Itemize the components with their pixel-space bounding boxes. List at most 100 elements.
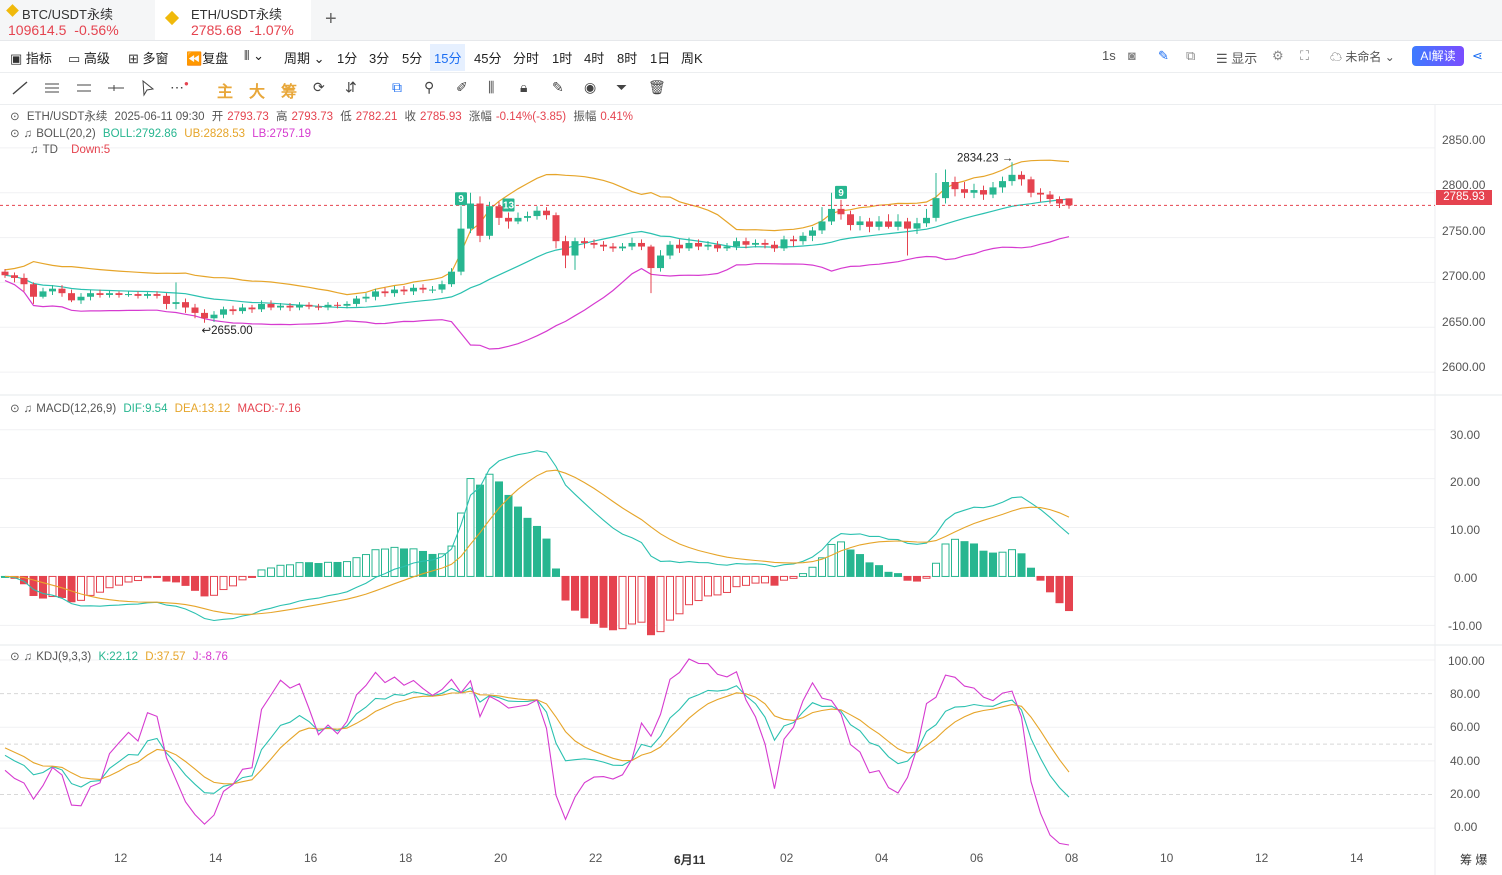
candle-body — [1008, 174, 1016, 182]
collapse-icon[interactable]: ⊙ — [10, 651, 20, 663]
price-tick: 2850.00 — [1442, 133, 1486, 147]
brush-icon[interactable]: ✐ — [456, 79, 468, 95]
interval-3m[interactable]: 3分 — [369, 51, 390, 66]
collapse-icon[interactable]: ⊙ — [10, 111, 20, 123]
refresh-icon[interactable]: ⟳ — [313, 79, 325, 95]
candle-body — [837, 208, 845, 215]
kdj-legend: ⊙ ♫ KDJ(9,3,3) K:22.12 D:37.57 J:-8.76 — [10, 651, 228, 663]
collapse-icon[interactable]: ⊙ — [10, 403, 20, 415]
candle-body — [771, 244, 778, 249]
chevron-down-icon: ⌄ — [253, 48, 264, 63]
legend-datetime: 2025-06-11 09:30 — [114, 111, 205, 123]
fullscreen-icon[interactable]: ⛶ — [1300, 48, 1310, 63]
time-tick: 10 — [1160, 851, 1174, 865]
interval-8h[interactable]: 8时 — [617, 51, 638, 66]
macd-histogram-bar — [191, 575, 199, 591]
interval-1h[interactable]: 1时 — [552, 51, 573, 66]
macd-histogram-bar — [172, 575, 180, 583]
bell-icon[interactable]: ♫ — [23, 128, 33, 140]
macd-histogram-bar — [1027, 567, 1035, 577]
channel-icon[interactable] — [74, 79, 94, 97]
interval-15m[interactable]: 15分 — [430, 44, 466, 71]
main-indicator-button[interactable]: 主 — [217, 84, 234, 101]
speed-label[interactable]: 1s — [1102, 48, 1116, 63]
chart-type-button[interactable]: ⫴ ⌄ — [244, 48, 264, 64]
trend-line-icon[interactable] — [10, 79, 30, 97]
macd-histogram-bar — [362, 554, 370, 577]
legend-amplitude: 0.41% — [600, 111, 633, 123]
edit-icon[interactable]: ✎ — [552, 79, 564, 95]
interval-1w[interactable]: 周K — [681, 51, 703, 66]
big-order-button[interactable]: 大 — [249, 84, 266, 101]
candle-body — [647, 246, 655, 269]
eye-icon[interactable]: ◉ — [584, 79, 597, 95]
macd-histogram-bar — [276, 564, 285, 577]
candle-body — [723, 246, 731, 249]
magnet-icon[interactable]: ⚲ — [424, 79, 435, 95]
trash-icon[interactable]: 🗑︎ — [648, 79, 666, 95]
copy-icon[interactable]: ⧉ — [392, 79, 402, 95]
advanced-button[interactable]: ▭ 高级 — [68, 51, 110, 66]
boll-upper-line — [4, 159, 1070, 296]
ai-interpret-button[interactable]: AI解读 — [1412, 46, 1464, 66]
bell-icon[interactable]: ♫ — [30, 144, 39, 156]
interval-timeline[interactable]: 分时 — [513, 51, 540, 66]
interval-1m[interactable]: 1分 — [337, 51, 358, 66]
candle-body — [419, 287, 427, 290]
candle-body — [761, 242, 769, 245]
add-tab-icon[interactable]: + — [325, 8, 337, 30]
horizontal-ray-icon[interactable] — [106, 79, 126, 97]
flip-icon[interactable]: ⇵ — [345, 79, 357, 95]
candle-body — [153, 294, 161, 296]
pen-icon[interactable]: ✎ — [1158, 48, 1169, 63]
td-marker-label: 13 — [503, 200, 515, 211]
candle-body — [429, 289, 436, 291]
interval-45m[interactable]: 45分 — [474, 51, 502, 66]
candle-body — [704, 244, 712, 247]
more-tools-icon[interactable]: ⋯● — [170, 79, 189, 95]
filter-icon[interactable]: ⏷ — [616, 79, 628, 95]
interval-5m[interactable]: 5分 — [402, 51, 423, 66]
cursor-icon[interactable] — [138, 79, 158, 97]
candle-body — [562, 241, 569, 256]
interval-1d[interactable]: 1日 — [650, 51, 671, 66]
multi-window-button[interactable]: ⊞ 多窗 — [128, 51, 169, 66]
macd-histogram-bar — [789, 575, 798, 579]
interval-4h[interactable]: 4时 — [584, 51, 605, 66]
macd-histogram-bar — [647, 575, 655, 636]
candle-body — [11, 275, 18, 278]
candle-body — [980, 190, 987, 195]
price-tick: 2750.00 — [1442, 224, 1486, 238]
candle-body — [334, 304, 341, 306]
chart-canvas[interactable]: 2834.23 → ↩2655.00 9 13 9 — [0, 104, 1502, 875]
indicators-button[interactable]: ▣ 指标 — [10, 51, 52, 66]
candle-body — [742, 241, 750, 245]
collapse-icon[interactable]: ⊙ — [10, 128, 20, 140]
macd-histogram-bar — [894, 573, 902, 577]
candle-body — [381, 291, 389, 294]
bell-icon[interactable]: ♫ — [23, 403, 33, 415]
tab-btc[interactable]: BTC/USDT永续 109614.5 -0.56% — [0, 0, 154, 40]
macd-histogram-bar — [552, 568, 560, 577]
chips-button[interactable]: 筹 — [281, 84, 298, 101]
period-button[interactable]: 周期 ⌄ — [284, 51, 325, 66]
candle-body — [866, 221, 873, 227]
tab-eth[interactable]: ETH/USDT永续 2785.68 -1.07% — [155, 0, 311, 40]
candles-icon[interactable]: ⫼ — [488, 79, 495, 95]
kdj-tick: 40.00 — [1450, 754, 1481, 768]
td-marker — [835, 185, 847, 199]
layout-name-button[interactable]: ☁ 未命名 ⌄ — [1330, 50, 1395, 64]
popout-icon[interactable]: ⧉ — [1186, 48, 1196, 63]
candle-body — [353, 298, 360, 304]
display-button[interactable]: ☰ 显示 — [1216, 51, 1258, 66]
lock-icon[interactable]: 🔒︎ — [520, 79, 528, 95]
macd-histogram-bar — [818, 557, 826, 577]
horizontal-lines-icon[interactable] — [42, 79, 62, 97]
share-icon[interactable]: ⋖ — [1472, 48, 1483, 63]
bell-icon[interactable]: ♫ — [23, 651, 33, 663]
replay-button[interactable]: ⏪复盘 — [186, 51, 229, 66]
macd-histogram-bar — [1008, 549, 1016, 577]
settings-icon[interactable]: ⚙ — [1272, 48, 1284, 63]
camera-icon[interactable]: ◙ — [1128, 48, 1136, 63]
macd-histogram-bar — [628, 575, 636, 625]
